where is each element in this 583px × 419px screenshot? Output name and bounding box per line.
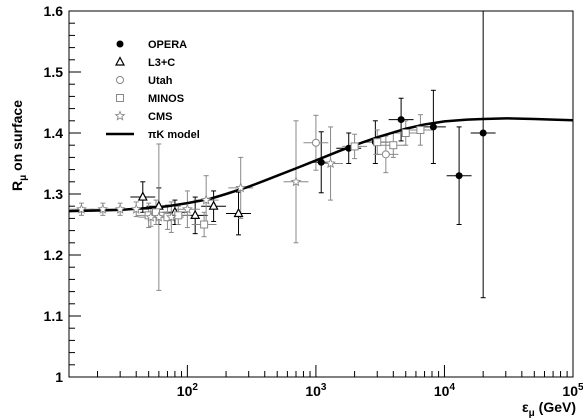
x-axis-title-unit: (GeV) xyxy=(535,399,576,415)
legend: OPERA L3+C Utah MINOS CMS πK model xyxy=(106,39,200,141)
opera-point xyxy=(479,129,487,137)
cms-point xyxy=(97,203,109,214)
legend-label: OPERA xyxy=(148,39,187,51)
opera-point xyxy=(345,144,353,152)
minos-point xyxy=(174,211,183,220)
legend-item-l3-c: L3+C xyxy=(115,56,175,69)
x-tick-label: 102 xyxy=(177,382,199,399)
opera-point xyxy=(429,123,437,131)
model-curve xyxy=(68,117,574,213)
legend-marker xyxy=(116,40,124,48)
x-axis-title-sub: μ xyxy=(529,408,535,419)
minos-point xyxy=(373,138,382,147)
plot-area xyxy=(68,10,574,378)
x-tick-exponent: 2 xyxy=(192,382,198,393)
x-tick-label: 104 xyxy=(434,382,456,399)
utah-point xyxy=(311,138,320,147)
y-tick-labels: 1 1.1 1.2 1.3 1.4 1.5 1.6 xyxy=(44,3,64,385)
legend-item-minos: MINOS xyxy=(116,93,184,105)
minos-point xyxy=(416,125,425,134)
x-tick-base: 10 xyxy=(562,383,578,399)
y-axis-title-sub: μ xyxy=(18,175,29,181)
y-tick-label: 1.1 xyxy=(44,308,64,324)
opera-point xyxy=(317,158,325,166)
x-tick-base: 10 xyxy=(434,383,450,399)
x-tick-labels: 102 103 104 105 xyxy=(177,382,583,399)
legend-label: MINOS xyxy=(148,93,184,105)
legend-marker xyxy=(115,56,125,66)
legend-item-opera: OPERA xyxy=(116,39,187,51)
cms-point xyxy=(290,176,302,187)
opera-point xyxy=(397,116,405,124)
x-tick-label: 103 xyxy=(305,382,327,399)
x-tick-exponent: 3 xyxy=(321,382,327,393)
minos-point xyxy=(200,220,209,229)
minos-point xyxy=(401,129,410,137)
x-tick-base: 10 xyxy=(305,383,321,399)
cms-point xyxy=(114,203,126,214)
x-axis-title-main: ε xyxy=(522,399,529,415)
legend-label: Utah xyxy=(148,75,173,87)
x-axis-title: εμ (GeV) xyxy=(522,399,576,419)
x-tick-exponent: 4 xyxy=(449,382,455,393)
l3-c-point xyxy=(208,200,219,210)
x-tick-label: 105 xyxy=(562,382,583,399)
y-axis-title: Rμ on surface xyxy=(9,100,29,191)
cms-point xyxy=(130,203,142,214)
minos-point xyxy=(389,141,398,150)
legend-marker xyxy=(114,110,126,121)
legend-label: CMS xyxy=(148,111,172,123)
cms-point xyxy=(235,182,247,193)
cms-point xyxy=(200,194,212,205)
legend-item-k-model: πK model xyxy=(106,129,200,141)
y-tick-label: 1.6 xyxy=(44,3,64,19)
l3-c-point xyxy=(190,209,201,219)
legend-label: πK model xyxy=(148,129,200,141)
legend-marker xyxy=(116,76,124,84)
minos-point xyxy=(350,142,359,151)
x-tick-exponent: 5 xyxy=(578,382,583,393)
y-tick-label: 1.5 xyxy=(44,64,64,80)
legend-item-utah: Utah xyxy=(116,75,173,87)
y-axis-title-main: R xyxy=(9,181,25,191)
data-points xyxy=(76,116,487,229)
y-axis-title-suffix: on surface xyxy=(9,100,25,175)
cms-point xyxy=(76,203,87,214)
cms-point xyxy=(153,211,165,222)
legend-marker xyxy=(116,94,124,102)
utah-point xyxy=(381,150,390,159)
legend-item-cms: CMS xyxy=(114,110,172,123)
y-tick-label: 1.4 xyxy=(44,125,64,141)
cms-point xyxy=(181,203,193,214)
y-tick-label: 1 xyxy=(55,369,63,385)
l3-c-point xyxy=(233,207,244,218)
opera-point xyxy=(455,172,463,180)
cms-point xyxy=(325,157,336,169)
y-tick-label: 1.2 xyxy=(44,247,64,263)
x-tick-base: 10 xyxy=(177,383,193,399)
cms-point xyxy=(165,211,177,222)
axis-ticks xyxy=(69,10,574,378)
legend-label: L3+C xyxy=(148,57,175,69)
l3-c-point xyxy=(137,191,148,201)
y-tick-label: 1.3 xyxy=(44,186,64,202)
